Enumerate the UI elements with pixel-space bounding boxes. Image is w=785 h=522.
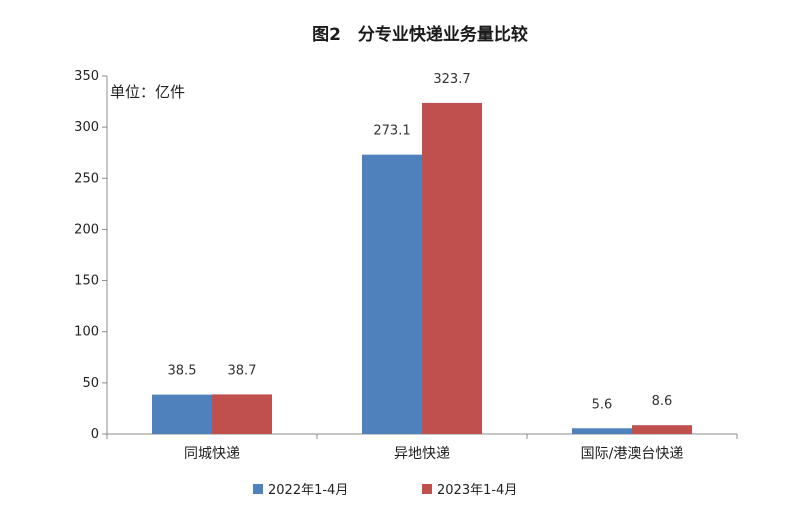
- y-tick-label: 300: [74, 120, 99, 135]
- bar-2-1: [212, 394, 272, 434]
- legend-swatch: [422, 484, 432, 494]
- bar-1-3: [572, 428, 632, 434]
- category-labels: 同城快递 异地快递 国际/港澳台快递: [184, 446, 683, 462]
- y-tick-label: 0: [91, 427, 99, 442]
- bar-1-2: [362, 154, 422, 434]
- unit-label: 单位：亿件: [110, 83, 185, 101]
- y-tick-label: 350: [74, 69, 99, 84]
- y-tick-label: 150: [74, 274, 99, 289]
- y-axis-ticks: 0 50 100 150 200 250 300 350: [74, 69, 107, 442]
- x-axis-ticks: [106, 434, 738, 439]
- category-label: 同城快递: [184, 446, 240, 462]
- data-labels: 38.5 38.7 273.1 323.7 5.6 8.6: [168, 72, 673, 412]
- y-tick-label: 50: [82, 376, 99, 391]
- y-tick-label: 100: [74, 325, 99, 340]
- category-label: 国际/港澳台快递: [581, 446, 684, 462]
- chart-title: 图2 分专业快递业务量比较: [312, 24, 528, 45]
- data-label: 8.6: [652, 394, 673, 409]
- legend-label: 2023年1-4月: [437, 483, 517, 498]
- legend-swatch: [253, 484, 263, 494]
- y-tick-label: 250: [74, 171, 99, 186]
- bar-1-1: [152, 394, 212, 434]
- bar-2-3: [632, 425, 692, 434]
- data-label: 5.6: [592, 397, 613, 412]
- bar-2-2: [422, 102, 482, 434]
- legend-label: 2022年1-4月: [268, 483, 348, 498]
- y-tick-label: 200: [74, 222, 99, 237]
- data-label: 273.1: [373, 124, 410, 139]
- data-label: 323.7: [433, 72, 470, 87]
- bars: [152, 102, 692, 434]
- legend: 2022年1-4月 2023年1-4月: [253, 483, 517, 498]
- data-label: 38.5: [168, 364, 197, 379]
- category-label: 异地快递: [394, 446, 450, 462]
- data-label: 38.7: [228, 363, 257, 378]
